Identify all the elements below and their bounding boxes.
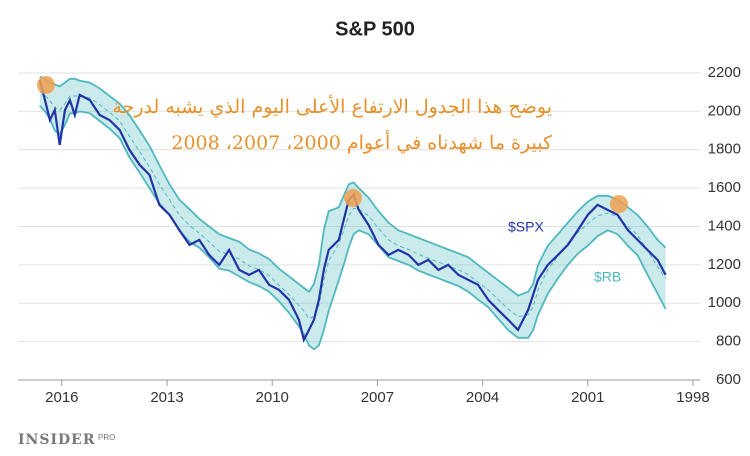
y-tick-label: 600: [716, 371, 741, 388]
band-fill: [39, 76, 666, 350]
peak-marker: [344, 189, 362, 207]
series-label: $SPX: [508, 219, 544, 235]
x-tick-label: 2001: [571, 389, 604, 406]
y-tick-label: 1200: [708, 256, 741, 273]
x-tick-label: 2010: [256, 389, 289, 406]
x-tick-label: 1998: [676, 389, 709, 406]
line: [38, 79, 667, 344]
chart-title: S&P 500: [335, 18, 415, 40]
plot: 600 800 1000 1200 1400 1600 1800 2000 2200 2016 20…: [18, 64, 741, 406]
x-tick-label: 2013: [150, 389, 183, 406]
logo-tag: PRO: [98, 433, 115, 442]
annotation: يوضح هذا الجدول الارتفاع الأعلى اليوم ال…: [112, 96, 552, 118]
y-tick-label: 1600: [708, 179, 741, 196]
peak-marker: [37, 76, 55, 94]
y-tick-label: 2200: [708, 64, 741, 81]
band-upper: [39, 75, 667, 297]
y-tick-label: 2000: [708, 102, 741, 119]
y-tick-label: 1800: [708, 141, 741, 158]
logo: INSIDER: [18, 432, 95, 448]
y-tick-label: 800: [716, 333, 741, 350]
series-label: $RB: [594, 269, 621, 285]
annotation: كبيرة ما شهدناه في أعوام 2000، 2007، 200…: [171, 132, 552, 154]
x-tick-label: 2016: [45, 389, 78, 406]
x-tick-label: 2004: [466, 389, 499, 406]
y-tick-label: 1000: [708, 294, 741, 311]
x-tick-label: 2007: [361, 389, 394, 406]
peak-marker: [610, 195, 628, 213]
y-tick-label: 1400: [708, 217, 741, 234]
band-mid: [39, 90, 667, 320]
band-lower: [39, 104, 667, 351]
